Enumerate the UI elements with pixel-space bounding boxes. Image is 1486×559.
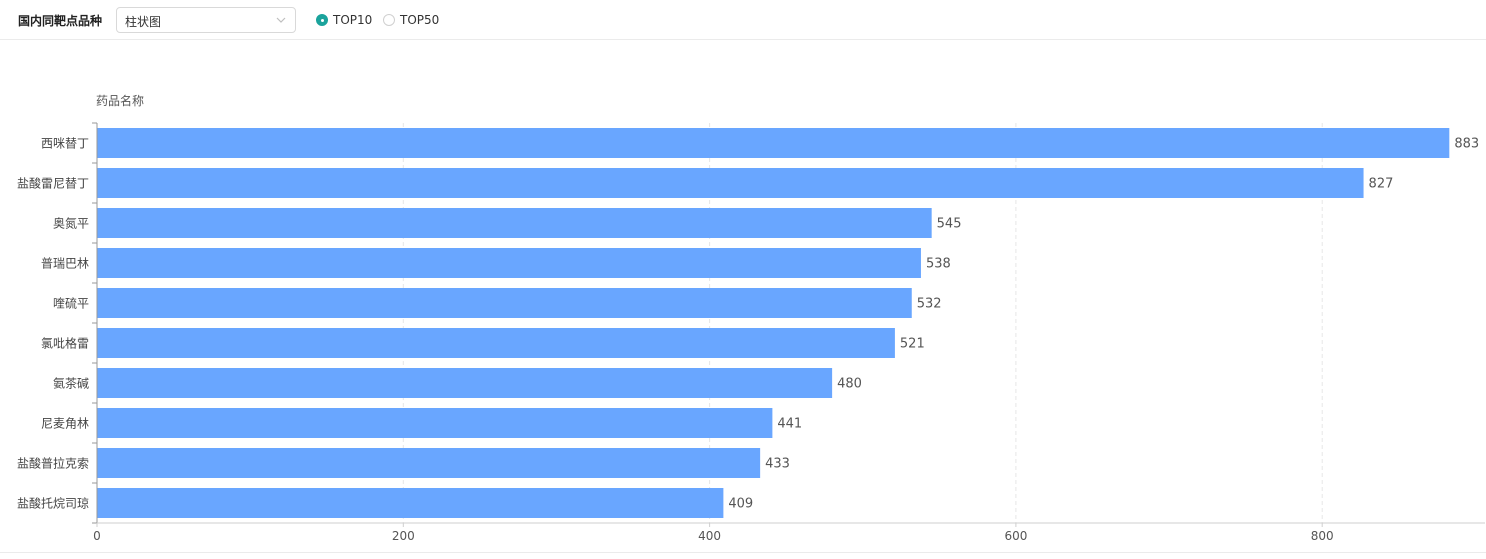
bar-value-label-2: 545 bbox=[937, 217, 962, 232]
bar-value-label-8: 433 bbox=[765, 457, 790, 472]
radio-unselected-icon bbox=[383, 14, 395, 26]
bar-value-label-0: 883 bbox=[1454, 137, 1479, 152]
footer-divider bbox=[0, 552, 1486, 553]
radio-selected-icon bbox=[316, 14, 328, 26]
bar-1[interactable] bbox=[97, 168, 1364, 198]
bar-3[interactable] bbox=[97, 248, 921, 278]
radio-top50[interactable]: TOP50 bbox=[383, 12, 439, 28]
toolbar-title: 国内同靶点品种 bbox=[18, 14, 103, 28]
bar-6[interactable] bbox=[97, 368, 833, 398]
toolbar: 国内同靶点品种 柱状图 TOP10 TOP50 bbox=[0, 0, 1486, 40]
bar-value-label-7: 441 bbox=[777, 417, 802, 432]
bar-value-label-5: 521 bbox=[900, 337, 925, 352]
x-tick-label-3: 600 bbox=[1004, 529, 1027, 543]
axis-layer: 药品名称 西咪替丁盐酸雷尼替丁奥氮平普瑞巴林喹硫平氯吡格雷氨茶碱尼麦角林盐酸普拉… bbox=[17, 93, 1485, 543]
category-label-2: 奥氮平 bbox=[53, 216, 89, 231]
chart-type-select-value: 柱状图 bbox=[125, 15, 162, 29]
bar-0[interactable] bbox=[97, 128, 1450, 158]
bar-2[interactable] bbox=[97, 208, 932, 238]
bar-value-label-4: 532 bbox=[917, 297, 942, 312]
category-label-7: 尼麦角林 bbox=[41, 417, 89, 431]
category-label-8: 盐酸普拉克索 bbox=[17, 456, 89, 471]
bar-8[interactable] bbox=[97, 448, 761, 478]
category-label-6: 氨茶碱 bbox=[53, 376, 89, 391]
chart-type-select[interactable]: 柱状图 bbox=[116, 7, 296, 33]
bar-value-label-9: 409 bbox=[728, 497, 753, 512]
x-tick-label-1: 200 bbox=[392, 529, 415, 543]
chart-area: 883 827 545 538 532 521 480 441 433 409 药品名称 西咪替丁… bbox=[0, 40, 1486, 555]
radio-top10[interactable]: TOP10 bbox=[316, 12, 372, 28]
x-tick-label-2: 400 bbox=[698, 529, 721, 543]
bar-value-label-3: 538 bbox=[926, 257, 951, 272]
radio-top10-label: TOP10 bbox=[333, 13, 373, 27]
category-label-1: 盐酸雷尼替丁 bbox=[17, 176, 89, 191]
bar-value-label-6: 480 bbox=[837, 377, 862, 392]
bar-value-label-1: 827 bbox=[1369, 177, 1394, 192]
bar-chart: 883 827 545 538 532 521 480 441 433 409 药品名称 西咪替丁… bbox=[17, 93, 1485, 543]
bar-9[interactable] bbox=[97, 488, 724, 518]
category-label-4: 喹硫平 bbox=[53, 296, 89, 311]
bar-7[interactable] bbox=[97, 408, 773, 438]
x-tick-label-0: 0 bbox=[93, 529, 101, 543]
bar-4[interactable] bbox=[97, 288, 912, 318]
bar-5[interactable] bbox=[97, 328, 895, 358]
chevron-down-icon bbox=[276, 17, 286, 23]
radio-top50-label: TOP50 bbox=[400, 13, 440, 27]
bar-layer: 883 827 545 538 532 521 480 441 433 409 bbox=[97, 128, 1479, 518]
x-tick-label-4: 800 bbox=[1311, 529, 1334, 543]
category-label-0: 西咪替丁 bbox=[41, 137, 89, 151]
category-label-5: 氯吡格雷 bbox=[41, 336, 89, 351]
category-label-3: 普瑞巴林 bbox=[41, 257, 89, 271]
category-label-9: 盐酸托烷司琼 bbox=[17, 496, 89, 511]
y-axis-title: 药品名称 bbox=[96, 93, 144, 108]
